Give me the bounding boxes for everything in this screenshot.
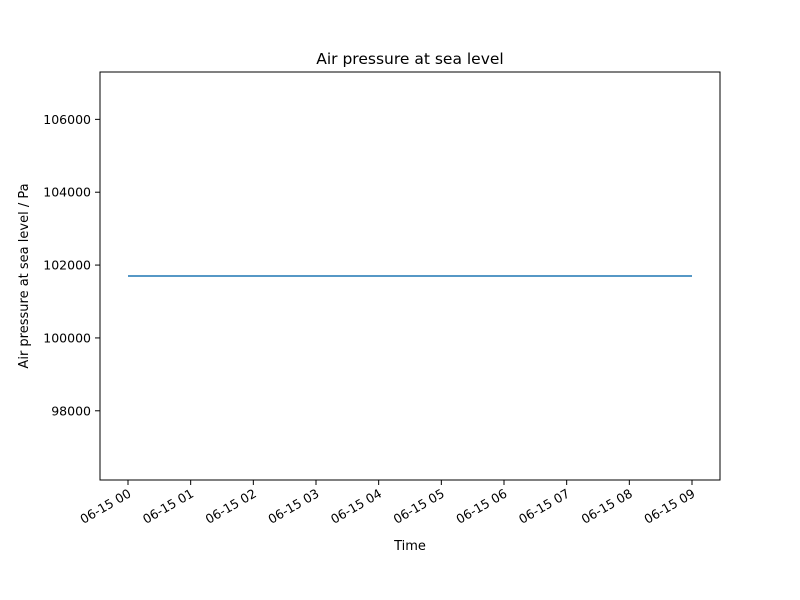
- y-axis: 98000 100000 102000 104000 106000: [43, 112, 100, 418]
- y-tick-label: 104000: [43, 185, 91, 200]
- y-tick-label: 98000: [51, 403, 91, 418]
- y-tick-label: 102000: [43, 258, 91, 273]
- y-tick-label: 100000: [43, 330, 91, 345]
- x-axis-label: Time: [393, 539, 426, 554]
- chart-title: Air pressure at sea level: [316, 50, 503, 68]
- axes-frame: [99, 71, 721, 481]
- y-axis-label: Air pressure at sea level / Pa: [17, 183, 32, 368]
- y-tick-label: 106000: [43, 112, 91, 127]
